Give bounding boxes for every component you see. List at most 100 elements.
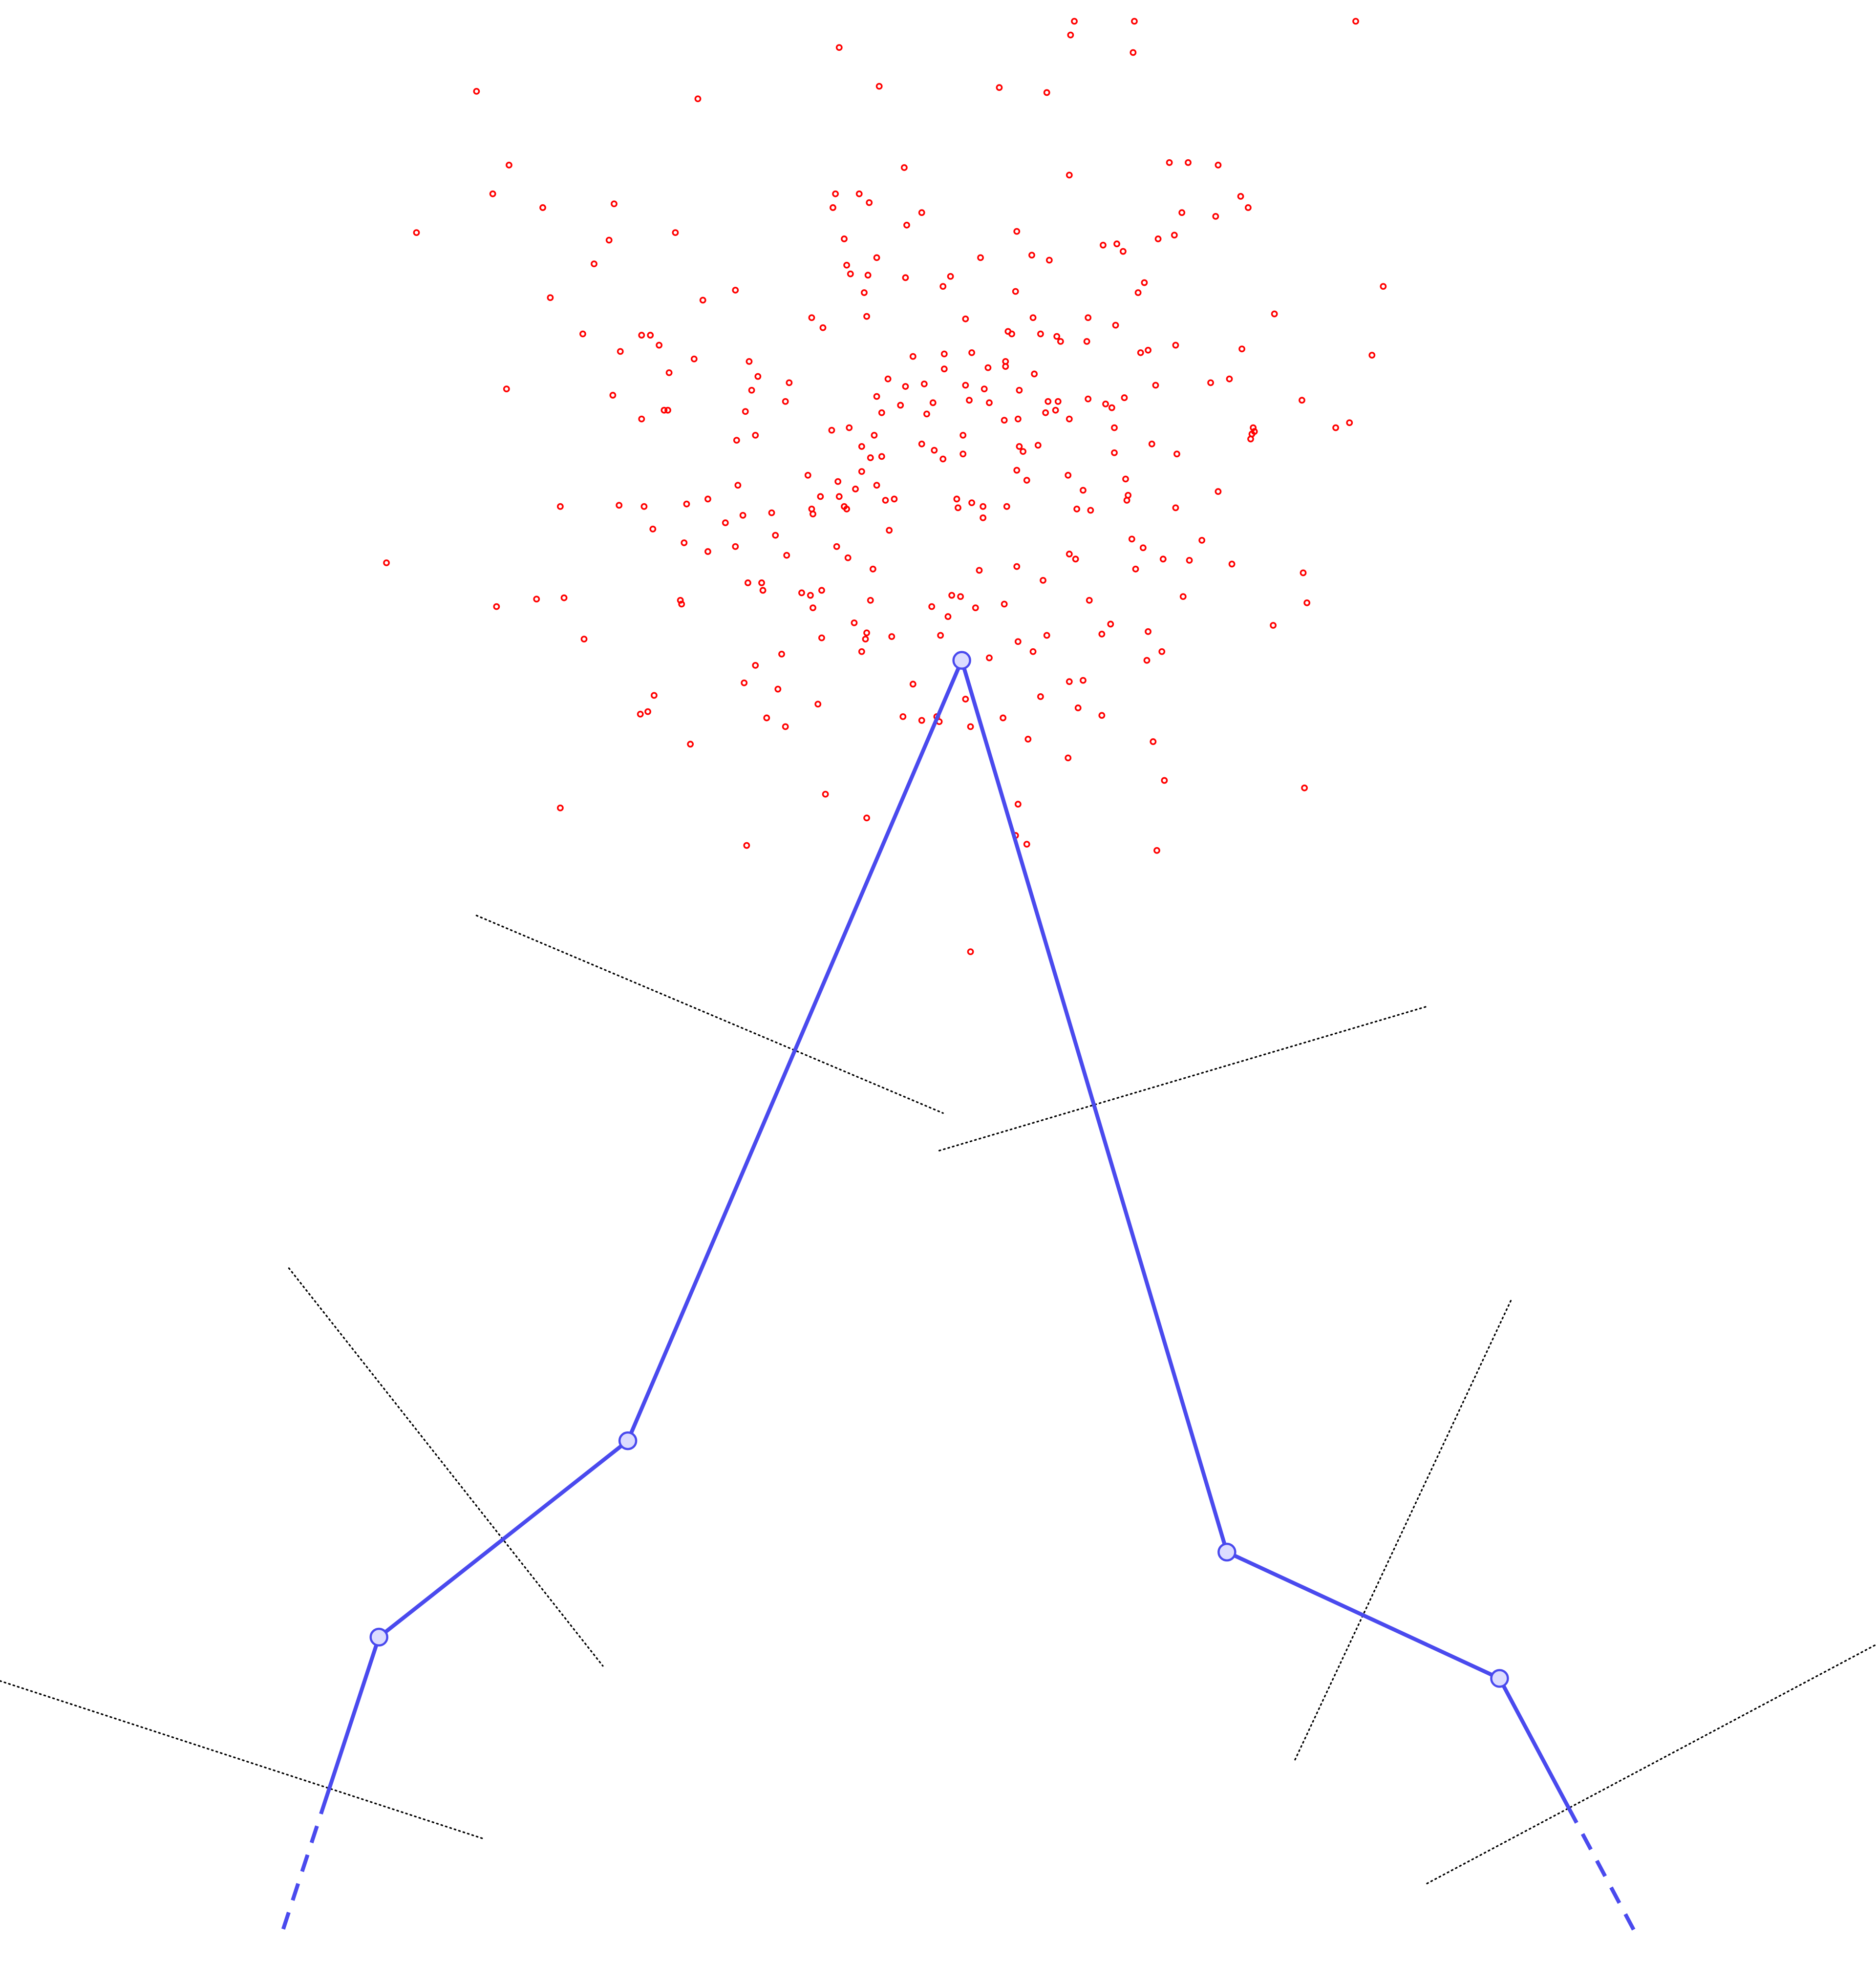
data-point [1052,406,1059,414]
data-point [1198,537,1206,544]
data-point [1100,241,1107,249]
data-point [383,559,390,566]
data-point [413,229,420,236]
data-point [1013,467,1021,474]
data-point [1024,736,1032,743]
data-point [743,842,750,849]
node-group [369,651,1509,1688]
branch-extension-dashed [278,1796,328,1940]
data-point [866,199,873,206]
branch-node[interactable] [952,651,971,670]
data-point [1368,352,1376,359]
branch-node[interactable] [1217,1542,1236,1562]
data-point [754,373,762,380]
data-point [944,613,952,620]
branch-node[interactable] [369,1627,388,1647]
data-point [741,679,748,686]
data-point [1065,471,1072,479]
data-point [1153,847,1160,854]
data-point [1002,363,1009,370]
data-point [704,548,711,555]
data-point [878,453,885,460]
data-point [1085,395,1092,403]
data-point [1072,555,1079,563]
data-point [1166,159,1173,166]
data-point [547,294,554,301]
data-point [1042,409,1049,416]
data-point [1212,213,1219,220]
data-point [752,431,759,439]
data-point [1067,31,1074,39]
data-point [1023,477,1030,484]
data-point [832,190,839,197]
guide-line [288,1267,604,1667]
branch-polyline-group [278,658,1641,1940]
data-point [846,424,853,431]
data-point [807,592,814,599]
data-point [661,406,668,414]
data-point [886,527,893,534]
data-point [734,482,742,489]
data-point [1121,394,1128,401]
data-point [1074,704,1082,711]
data-point [1178,209,1186,216]
data-point [1111,449,1118,456]
data-point [996,84,1003,91]
data-point [1159,555,1167,563]
data-point [1215,488,1222,495]
data-point [704,495,711,503]
data-point [1066,678,1073,685]
data-point [902,274,909,281]
data-point [664,406,671,414]
data-point [782,398,789,405]
branch-node[interactable] [618,1431,638,1450]
guide-line [475,915,944,1114]
data-point [884,375,892,383]
data-point [864,272,872,279]
branch-segment [377,1439,630,1640]
data-point [810,511,816,518]
branch-node[interactable] [1490,1669,1509,1688]
data-point [1045,256,1053,264]
data-point [843,506,851,512]
data-point [920,381,928,387]
data-point [819,324,827,331]
data-point [579,330,586,338]
data-point [748,386,755,394]
data-point [786,379,793,386]
data-point [903,221,910,229]
data-point [1108,404,1115,411]
branch-extension-dashed [1566,1806,1641,1940]
data-point [1001,600,1008,608]
data-point [649,525,657,533]
data-point [1029,314,1037,321]
data-point [1150,738,1157,745]
data-point [591,260,597,268]
data-point [830,204,836,211]
data-point [939,455,947,463]
data-point [873,254,880,261]
data-point [1083,338,1090,345]
data-point [1172,341,1179,349]
data-point [744,579,751,586]
data-point [1237,193,1244,200]
data-point [746,358,753,365]
data-point [972,604,979,612]
data-point [503,385,510,393]
data-point [759,587,767,594]
data-point [878,409,885,416]
data-point [732,543,739,550]
data-point [1098,631,1106,638]
data-point [722,519,729,526]
data-point [862,636,869,643]
data-point [1029,648,1037,655]
data-point [733,437,740,444]
data-point [843,261,851,269]
data-point [900,164,908,171]
data-point [1043,89,1050,96]
data-point [1161,777,1168,784]
data-point [665,369,673,376]
data-point [763,714,770,722]
data-point [822,790,829,798]
